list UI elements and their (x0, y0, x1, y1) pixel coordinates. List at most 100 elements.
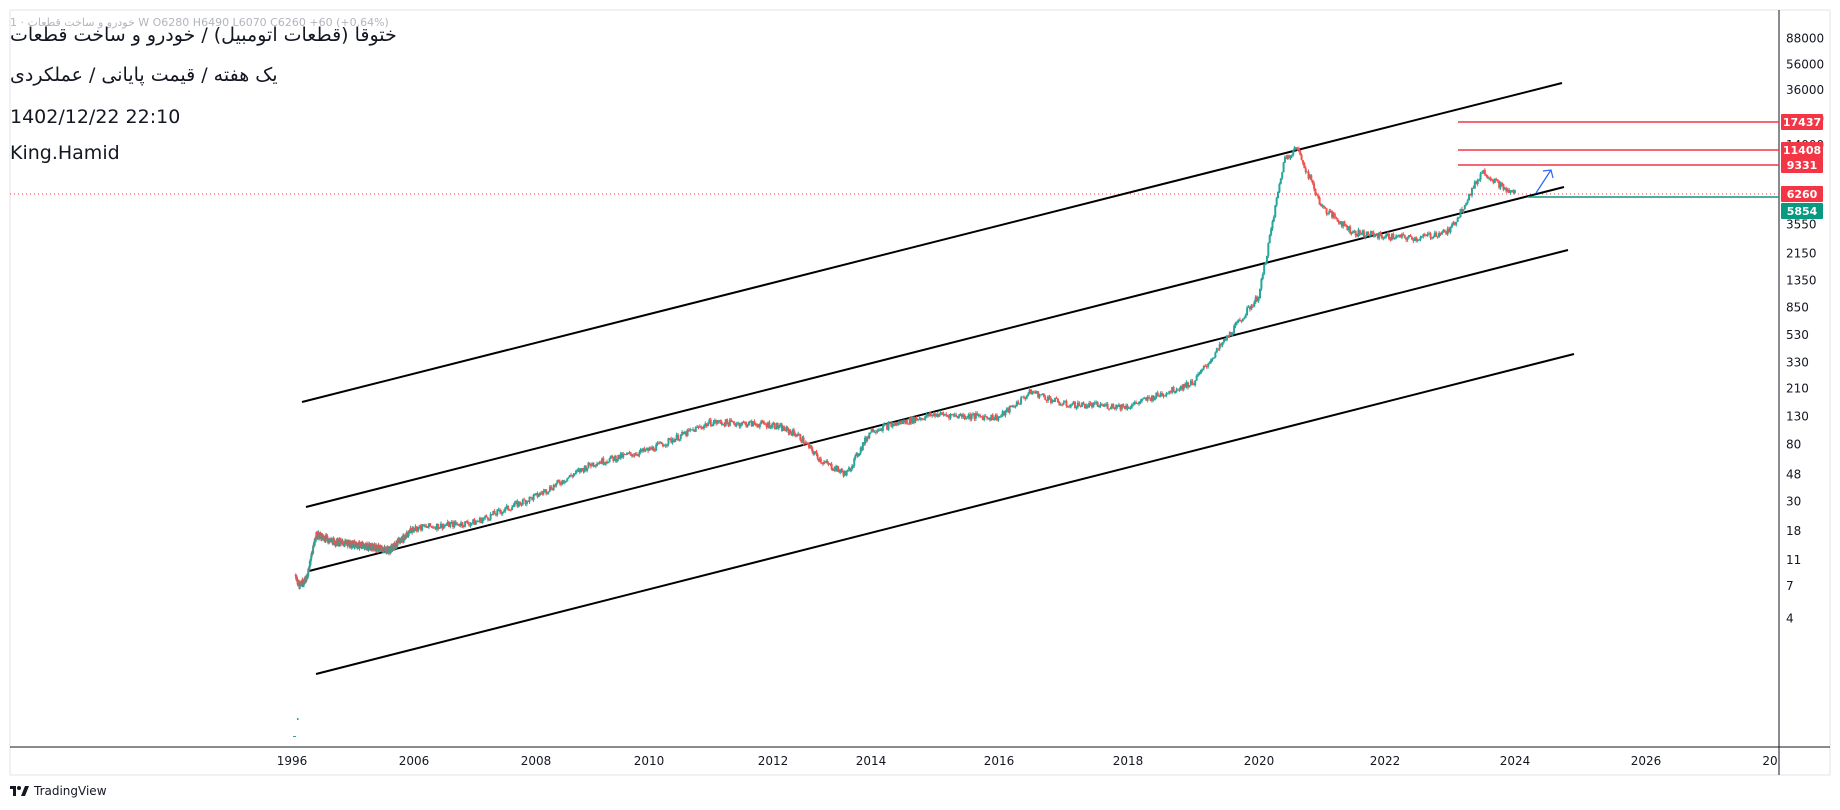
candle-body (581, 468, 584, 470)
candle-body (812, 451, 815, 455)
candle-body (1054, 397, 1057, 402)
candle-body (1472, 187, 1475, 189)
candle-body (1475, 181, 1478, 185)
candle-body (1325, 208, 1328, 214)
candle-body (308, 567, 311, 571)
candle-body (929, 413, 932, 417)
candle-body (690, 429, 693, 431)
candle-body (1388, 233, 1391, 239)
candle-body (960, 413, 963, 417)
candle-body (953, 414, 956, 416)
candle-body (1274, 205, 1277, 217)
candle-body (456, 523, 459, 525)
candle-body (333, 541, 336, 545)
candle-body (686, 429, 689, 436)
candle-body (474, 521, 477, 525)
candle-body (813, 452, 816, 455)
tradingview-brand[interactable]: TradingView (10, 784, 107, 798)
candle-body (561, 480, 564, 485)
candle-body (532, 495, 535, 500)
candle-body (1275, 198, 1278, 206)
candle-body (1317, 195, 1320, 198)
candle-body (798, 433, 801, 435)
candle-body (722, 424, 725, 426)
candle-body (1429, 233, 1432, 238)
candle-body (1470, 187, 1473, 196)
candle-body (955, 414, 958, 417)
candle-body (1270, 228, 1273, 236)
candle-body (750, 420, 753, 427)
candle-body (521, 499, 524, 505)
price-tag-label: 11408 (1783, 144, 1821, 157)
candle-body (1082, 402, 1085, 404)
candle-body (618, 454, 621, 459)
candle-body (1357, 229, 1360, 237)
time-axis[interactable]: 1996 2006 2008 2010 2012 2014 2016 2018 2020 2022… (277, 754, 1778, 768)
candle-body (422, 524, 425, 527)
candle-body (454, 521, 457, 524)
candle-body (453, 521, 456, 528)
candle-body (1295, 147, 1298, 150)
candle-body (485, 515, 488, 518)
candle-body (720, 421, 723, 425)
candle-body (712, 422, 715, 426)
candle-body (1448, 228, 1451, 233)
candle-body (439, 523, 442, 528)
candle-body (1263, 265, 1266, 275)
candle-body (418, 525, 421, 528)
candle-body (984, 416, 987, 418)
candle-body (1125, 405, 1128, 409)
candle-body (741, 422, 744, 425)
candle-body (870, 428, 873, 433)
candle-body (1178, 389, 1181, 391)
projection-arrow-line (1535, 169, 1552, 194)
candle-body (1403, 235, 1406, 238)
candle-body (678, 439, 681, 441)
candle-body (974, 413, 977, 419)
candle-body (582, 469, 585, 472)
candle-body (1410, 236, 1413, 240)
candle-body (1367, 231, 1370, 235)
candle-body (918, 419, 921, 421)
candle-body (1210, 359, 1213, 363)
price-tag (1781, 157, 1823, 173)
candle-body (624, 454, 627, 456)
candle-body (776, 423, 779, 429)
candle-body (1395, 235, 1398, 239)
candle-body (785, 426, 788, 432)
candle-body (1073, 401, 1076, 409)
candle-body (1508, 189, 1511, 194)
candle-body (1282, 162, 1285, 173)
candle-body (668, 438, 671, 440)
chart-subtitle-annotation: یک هفته / قیمت پایانی / عملکردی (10, 64, 278, 86)
candle-body (1398, 234, 1401, 236)
candle-body (657, 443, 660, 445)
candle-body (709, 419, 712, 426)
candle-body (887, 423, 890, 430)
candle-body (1110, 404, 1113, 409)
candle-body (1271, 221, 1274, 229)
candle-body (1399, 234, 1402, 238)
candle-body (1146, 396, 1149, 401)
candle-body (586, 468, 589, 471)
candle-body (634, 453, 637, 456)
candle-body (963, 414, 966, 419)
channel-line (301, 82, 1563, 403)
candle-body (1453, 222, 1456, 225)
candle-body (404, 535, 407, 539)
candle-body (656, 443, 659, 445)
candle-body (1010, 406, 1013, 408)
candle-body (1304, 168, 1307, 172)
candle-body (575, 470, 578, 474)
chart-title-annotation: ختوقا (قطعات اتومبیل) / خودرو و ساخت قطع… (10, 24, 397, 46)
candle-body (939, 412, 942, 415)
candle-body (1460, 208, 1463, 213)
candle-body (738, 422, 741, 427)
candle-body (307, 569, 310, 576)
candle-body (1098, 405, 1101, 407)
candle-body (1415, 237, 1418, 241)
candle-body (1185, 382, 1188, 388)
candle-body (466, 521, 469, 524)
candle-body (1035, 391, 1038, 394)
